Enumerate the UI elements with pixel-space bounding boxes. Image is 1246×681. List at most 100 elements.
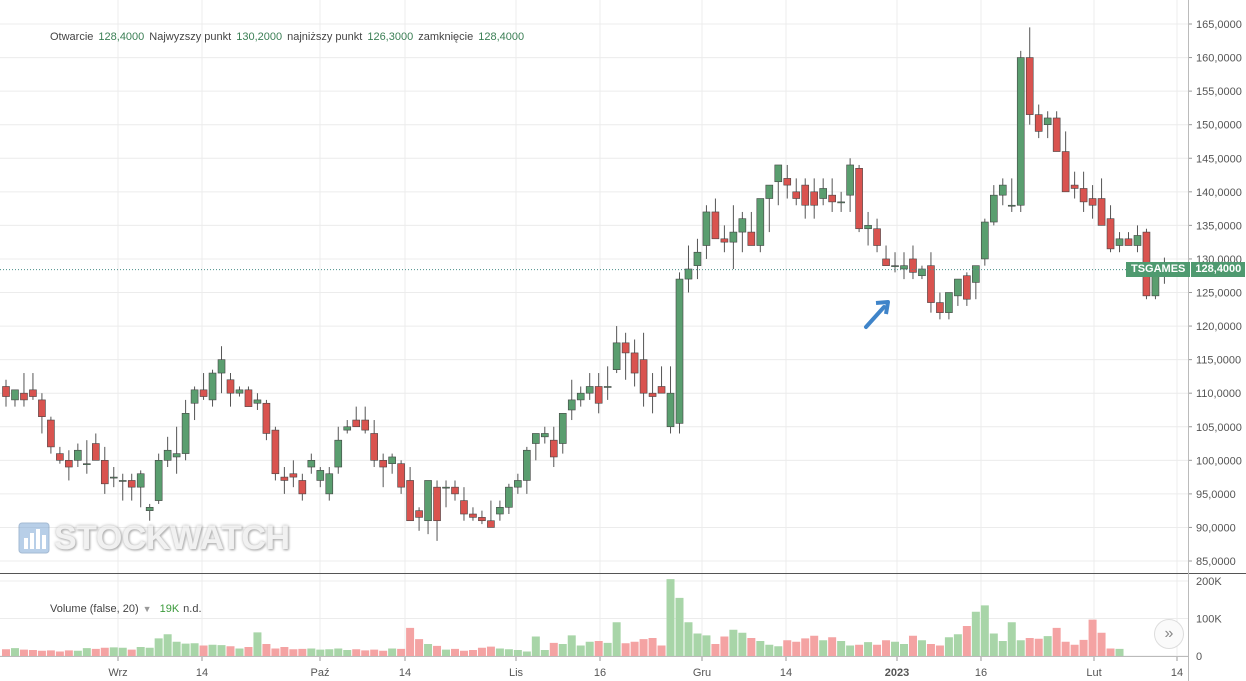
y-tick-label: 155,0000 — [1196, 86, 1242, 98]
volume-bar — [594, 641, 603, 656]
volume-bar — [684, 622, 693, 656]
candle-body — [1070, 184, 1079, 189]
volume-bar — [630, 641, 639, 656]
candle-body — [487, 520, 495, 528]
y-tick-label: 140,0000 — [1196, 187, 1242, 199]
x-tick-label: 14 — [780, 667, 792, 679]
candle-body — [127, 480, 136, 488]
volume-indicator-label[interactable]: Volume (false, 20) ▼ 19K n.d. — [50, 603, 202, 615]
volume-bar — [477, 647, 486, 656]
volume-bar — [989, 633, 998, 656]
volume-bar — [900, 644, 908, 656]
volume-bar — [998, 641, 1007, 656]
volume-bar — [235, 648, 244, 656]
volume-bar — [522, 651, 531, 656]
candle-body — [280, 476, 289, 481]
volume-bar — [145, 647, 154, 656]
volume-bar — [864, 642, 873, 656]
volume-bar — [828, 637, 837, 656]
candle-body — [774, 164, 783, 183]
volume-bar — [1070, 644, 1079, 656]
volume-bar — [1016, 640, 1025, 656]
candle-body — [900, 265, 908, 270]
volume-bar — [181, 643, 190, 656]
candle-body — [433, 486, 441, 522]
candle-body — [92, 443, 100, 461]
candle-body — [406, 480, 414, 522]
candle-body — [451, 486, 459, 495]
candle-body — [244, 389, 253, 407]
candle-body — [882, 258, 890, 266]
grid-lines — [0, 0, 1188, 657]
candle-body — [567, 399, 576, 411]
volume-bar — [459, 650, 468, 656]
volume-bar — [576, 645, 585, 656]
last-price-tag: TSGAMES 128,4000 — [1126, 262, 1246, 277]
x-tick-label: Paź — [311, 667, 330, 679]
volume-bar — [1088, 619, 1097, 656]
volume-bar — [451, 648, 459, 656]
volume-tick-label: 100K — [1196, 614, 1222, 626]
volume-bar — [495, 648, 504, 656]
candle-body — [873, 228, 881, 246]
candle-body — [253, 399, 262, 404]
candle-body — [100, 460, 109, 485]
volume-bar — [307, 648, 316, 656]
candle-body — [963, 275, 971, 300]
volume-bar — [1025, 638, 1034, 656]
candle-body — [2, 386, 10, 397]
volume-bar — [46, 650, 55, 656]
y-tick-label: 95,0000 — [1196, 489, 1236, 501]
candle-body — [927, 265, 935, 303]
volume-bar — [1079, 639, 1088, 656]
x-tick-label: 16 — [594, 667, 606, 679]
candle-body — [684, 268, 693, 280]
candle-body — [1025, 57, 1034, 115]
candle-body — [289, 473, 298, 478]
candlestick-series — [0, 27, 1188, 541]
candle-body — [136, 473, 145, 488]
candle-body — [226, 379, 235, 394]
volume-bar — [136, 647, 145, 656]
volume-bar — [980, 605, 989, 656]
x-tick-label: Wrz — [108, 667, 127, 679]
candle-body — [810, 191, 819, 206]
y-tick-label: 145,0000 — [1196, 153, 1242, 165]
volume-bar — [442, 649, 451, 656]
volume-bar — [379, 650, 388, 656]
candle-body — [208, 372, 217, 401]
volume-bar — [388, 648, 397, 656]
dropdown-caret-icon[interactable]: ▼ — [142, 604, 152, 614]
candle-body — [936, 302, 944, 313]
candle-body — [540, 433, 549, 438]
volume-bar — [127, 649, 136, 656]
volume-bar — [1106, 648, 1115, 656]
volume-bar — [917, 640, 926, 656]
scroll-to-latest-button[interactable]: » — [1154, 619, 1184, 649]
y-tick-label: 165,0000 — [1196, 19, 1242, 31]
volume-bar — [82, 648, 91, 656]
volume-bar — [118, 647, 127, 656]
candle-body — [442, 486, 450, 489]
volume-bar — [172, 641, 181, 656]
volume-bar — [747, 638, 756, 656]
candle-body — [145, 506, 154, 511]
candle-body — [648, 392, 657, 397]
candle-body — [523, 449, 531, 481]
volume-bar — [1115, 648, 1124, 656]
candle-body — [918, 268, 926, 277]
candle-body — [702, 211, 711, 246]
candle-body — [729, 231, 738, 243]
y-tick-label: 85,0000 — [1196, 556, 1236, 568]
volume-bar — [289, 649, 298, 656]
volume-bar — [962, 626, 971, 656]
candle-body — [1115, 238, 1124, 246]
candle-body — [1052, 117, 1061, 152]
candle-body — [298, 480, 307, 495]
candle-body — [307, 460, 316, 468]
candle-body — [65, 460, 73, 468]
candle-body — [738, 218, 747, 233]
candle-body — [1124, 238, 1133, 246]
volume-bar — [953, 634, 962, 656]
